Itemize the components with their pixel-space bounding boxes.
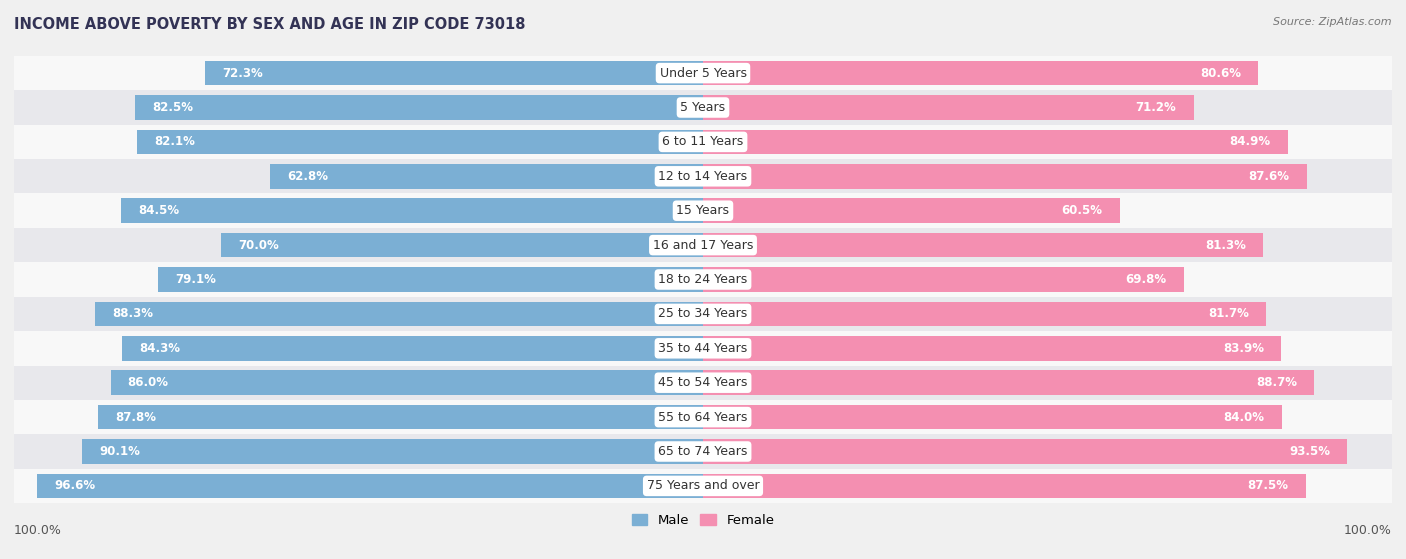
Text: 79.1%: 79.1% [176, 273, 217, 286]
Text: 81.7%: 81.7% [1208, 307, 1249, 320]
Bar [14, 468, 1392, 503]
Bar [14, 193, 1392, 228]
Bar [14, 159, 1392, 193]
Bar [14, 228, 1392, 262]
Text: 55 to 64 Years: 55 to 64 Years [658, 411, 748, 424]
Bar [98, 405, 703, 429]
Text: 96.6%: 96.6% [55, 480, 96, 492]
Bar [270, 164, 703, 189]
Text: 80.6%: 80.6% [1201, 67, 1241, 79]
Text: 87.5%: 87.5% [1247, 480, 1289, 492]
Text: 82.5%: 82.5% [152, 101, 193, 114]
Bar [14, 400, 1392, 434]
Text: 45 to 54 Years: 45 to 54 Years [658, 376, 748, 389]
Bar [138, 130, 703, 154]
Bar [703, 61, 1258, 86]
Text: 25 to 34 Years: 25 to 34 Years [658, 307, 748, 320]
Bar [14, 297, 1392, 331]
Bar [14, 91, 1392, 125]
Bar [703, 267, 1184, 292]
Bar [14, 434, 1392, 468]
Text: 84.5%: 84.5% [138, 204, 179, 217]
Bar [14, 56, 1392, 91]
Text: 69.8%: 69.8% [1126, 273, 1167, 286]
Text: 18 to 24 Years: 18 to 24 Years [658, 273, 748, 286]
Text: 88.3%: 88.3% [112, 307, 153, 320]
Text: Under 5 Years: Under 5 Years [659, 67, 747, 79]
Bar [703, 370, 1315, 395]
Bar [135, 95, 703, 120]
Bar [14, 366, 1392, 400]
Bar [703, 473, 1306, 498]
Text: 60.5%: 60.5% [1062, 204, 1102, 217]
Bar [14, 331, 1392, 366]
Text: 70.0%: 70.0% [238, 239, 278, 252]
Text: 6 to 11 Years: 6 to 11 Years [662, 135, 744, 148]
Bar [703, 301, 1265, 326]
Text: 87.6%: 87.6% [1249, 170, 1289, 183]
Bar [83, 439, 703, 464]
Bar [122, 336, 703, 361]
Bar [14, 125, 1392, 159]
Bar [703, 336, 1281, 361]
Text: 72.3%: 72.3% [222, 67, 263, 79]
Text: 35 to 44 Years: 35 to 44 Years [658, 342, 748, 355]
Text: 62.8%: 62.8% [288, 170, 329, 183]
Text: 81.3%: 81.3% [1205, 239, 1246, 252]
Text: 100.0%: 100.0% [14, 524, 62, 537]
Bar [703, 439, 1347, 464]
Text: 71.2%: 71.2% [1136, 101, 1177, 114]
Text: 93.5%: 93.5% [1289, 445, 1330, 458]
Text: 84.0%: 84.0% [1223, 411, 1264, 424]
Bar [703, 95, 1194, 120]
Text: 82.1%: 82.1% [155, 135, 195, 148]
Text: Source: ZipAtlas.com: Source: ZipAtlas.com [1274, 17, 1392, 27]
Bar [703, 130, 1288, 154]
Text: 12 to 14 Years: 12 to 14 Years [658, 170, 748, 183]
Legend: Male, Female: Male, Female [626, 509, 780, 532]
Text: INCOME ABOVE POVERTY BY SEX AND AGE IN ZIP CODE 73018: INCOME ABOVE POVERTY BY SEX AND AGE IN Z… [14, 17, 526, 32]
Bar [111, 370, 703, 395]
Text: 87.8%: 87.8% [115, 411, 156, 424]
Text: 84.3%: 84.3% [139, 342, 180, 355]
Text: 83.9%: 83.9% [1223, 342, 1264, 355]
Text: 90.1%: 90.1% [100, 445, 141, 458]
Bar [121, 198, 703, 223]
Text: 15 Years: 15 Years [676, 204, 730, 217]
Text: 16 and 17 Years: 16 and 17 Years [652, 239, 754, 252]
Bar [38, 473, 703, 498]
Bar [205, 61, 703, 86]
Bar [703, 198, 1119, 223]
Text: 86.0%: 86.0% [128, 376, 169, 389]
Text: 88.7%: 88.7% [1256, 376, 1296, 389]
Bar [14, 262, 1392, 297]
Bar [703, 233, 1263, 258]
Text: 100.0%: 100.0% [1344, 524, 1392, 537]
Text: 75 Years and over: 75 Years and over [647, 480, 759, 492]
Bar [94, 301, 703, 326]
Text: 65 to 74 Years: 65 to 74 Years [658, 445, 748, 458]
Bar [221, 233, 703, 258]
Text: 84.9%: 84.9% [1230, 135, 1271, 148]
Text: 5 Years: 5 Years [681, 101, 725, 114]
Bar [157, 267, 703, 292]
Bar [703, 405, 1282, 429]
Bar [703, 164, 1306, 189]
